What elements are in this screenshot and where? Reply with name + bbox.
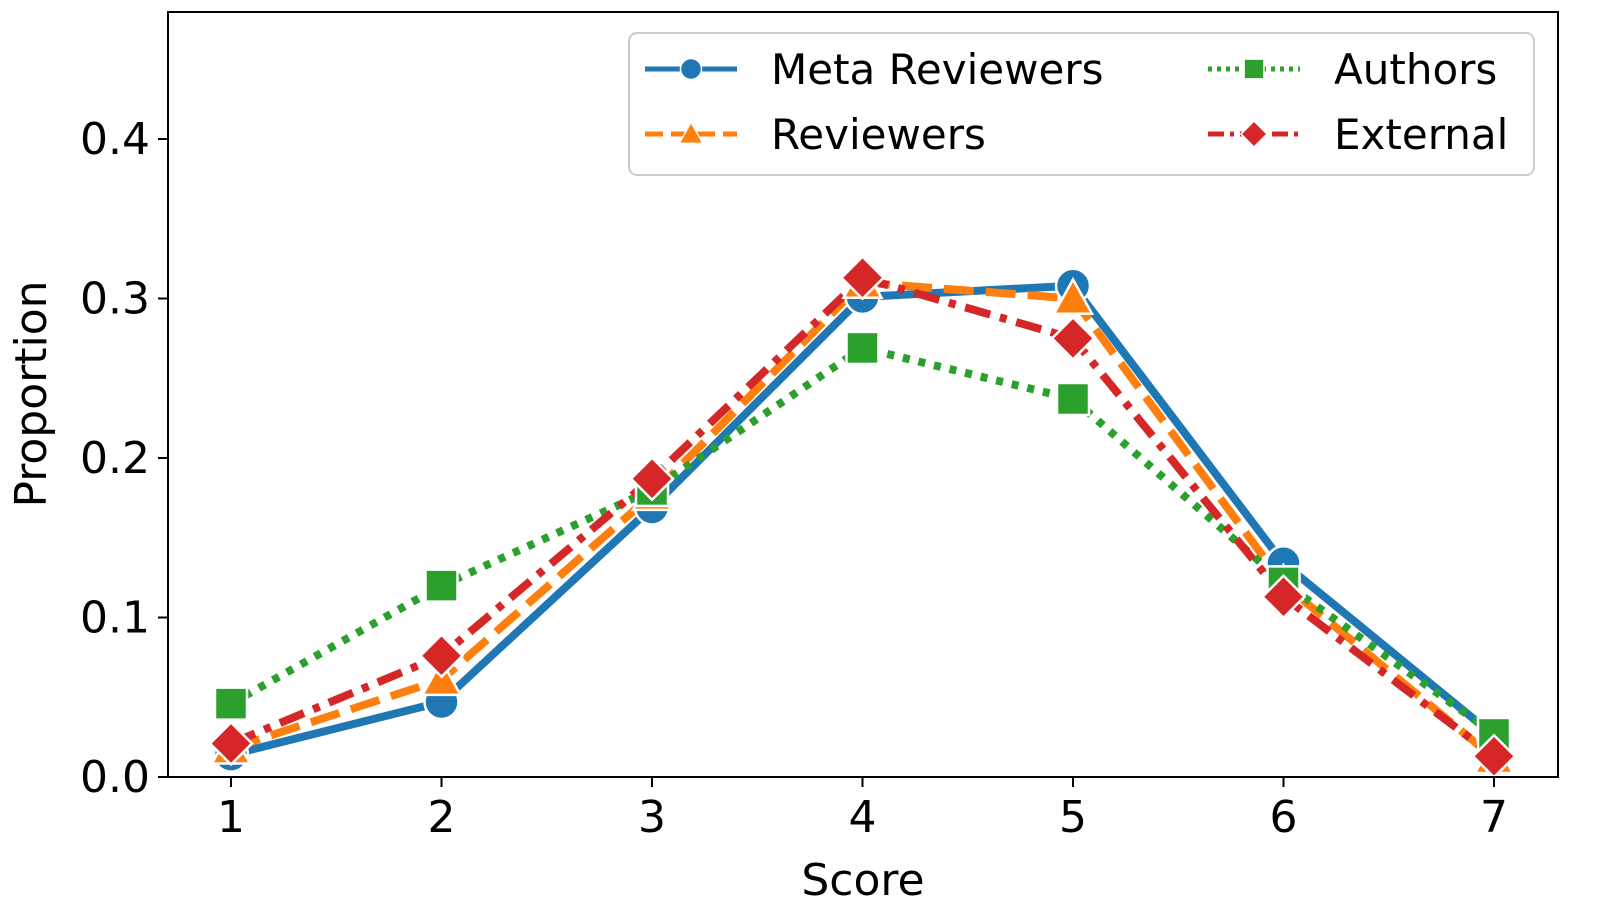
y-tick-label: 0.0: [80, 752, 150, 803]
y-tick-label: 0.3: [80, 274, 150, 325]
x-tick-label: 3: [638, 792, 666, 843]
legend-label-meta-reviewers: Meta Reviewers: [771, 45, 1103, 94]
legend-marker-meta-reviewers: [679, 57, 703, 81]
data-point-authors-4: [845, 330, 880, 366]
legend-marker-authors: [1243, 58, 1265, 80]
legend-label-external: External: [1334, 110, 1508, 159]
legend-label-authors: Authors: [1334, 45, 1497, 94]
data-point-external-3: [629, 455, 675, 502]
x-tick-label: 1: [217, 792, 245, 843]
x-tick-label: 6: [1270, 792, 1298, 843]
data-point-external-1: [208, 720, 254, 767]
series-line-authors: [229, 343, 1497, 738]
y-axis-label: Proportion: [6, 280, 57, 507]
x-tick-label: 4: [849, 792, 877, 843]
x-tick-label: 5: [1059, 792, 1087, 843]
data-point-authors-5: [1055, 381, 1091, 417]
data-point-authors-1: [213, 686, 249, 721]
x-tick-label: 7: [1480, 792, 1508, 843]
data-point-authors-2: [424, 568, 459, 603]
legend-marker-reviewers: [677, 120, 705, 145]
data-point-external-6: [1260, 573, 1307, 620]
data-point-external-2: [418, 633, 465, 679]
legend: Meta Reviewers Authors Reviewers External: [628, 32, 1535, 176]
y-tick-label: 0.1: [80, 593, 150, 644]
x-axis-label: Score: [801, 855, 924, 906]
x-tick-label: 2: [428, 792, 456, 843]
data-point-external-4: [839, 254, 886, 301]
data-point-external-5: [1050, 315, 1096, 362]
data-point-reviewers-5: [1051, 276, 1095, 315]
legend-label-reviewers: Reviewers: [771, 110, 986, 159]
y-tick-label: 0.2: [80, 433, 150, 484]
legend-box: [628, 32, 1535, 176]
y-tick-label: 0.4: [80, 114, 150, 165]
legend-marker-external: [1239, 119, 1269, 149]
